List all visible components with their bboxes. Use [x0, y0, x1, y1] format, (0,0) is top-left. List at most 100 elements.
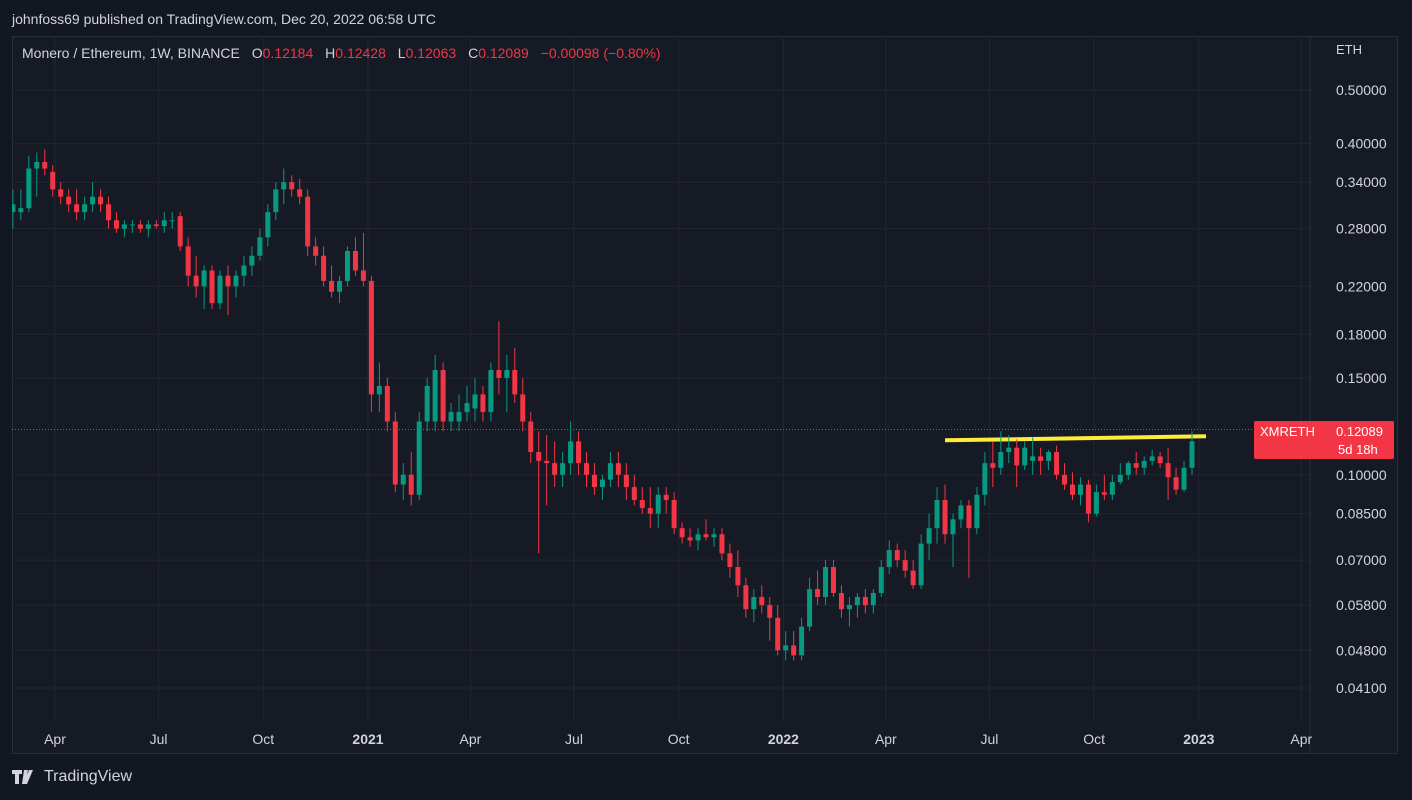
candle-body — [823, 567, 829, 597]
candle-body — [631, 487, 637, 501]
x-tick-label: Oct — [1083, 731, 1105, 747]
candle-body — [169, 220, 175, 222]
price-chart[interactable]: 0.04100 0.04800 0.05800 0.07000 0.08500 0.100… — [12, 36, 1398, 754]
candle — [480, 385, 486, 422]
candle-body — [942, 500, 948, 535]
candle — [153, 220, 159, 229]
y-tick-label: 0.08500 — [1336, 506, 1387, 522]
candle — [639, 487, 645, 514]
candle — [1189, 431, 1195, 475]
candle-body — [950, 519, 956, 535]
candle-body — [1133, 463, 1139, 468]
x-tick-label: Jul — [565, 731, 583, 747]
candle-body — [90, 196, 96, 205]
candle — [424, 377, 430, 432]
candle — [82, 196, 88, 221]
symbol-name[interactable]: Monero / Ethereum, 1W, BINANCE — [22, 45, 240, 61]
candle — [1125, 460, 1131, 480]
candle-body — [153, 224, 159, 227]
candle — [74, 189, 80, 221]
candle-body — [934, 500, 940, 529]
candle — [830, 560, 836, 597]
candle-body — [926, 528, 932, 544]
candle — [145, 220, 151, 238]
candle — [599, 474, 605, 501]
candle — [910, 560, 916, 590]
x-tick-label: Apr — [460, 731, 482, 747]
candle — [878, 560, 884, 597]
candle — [990, 441, 996, 488]
candle — [815, 570, 821, 606]
candle-body — [966, 505, 972, 529]
candle-body — [345, 250, 351, 281]
candle — [257, 228, 263, 261]
candle — [591, 463, 597, 495]
candle-body — [249, 255, 255, 266]
candle-body — [1069, 484, 1075, 495]
candle-body — [791, 645, 797, 656]
candle — [1077, 477, 1083, 506]
candle-body — [82, 204, 88, 213]
candle-body — [568, 441, 574, 464]
candle — [791, 631, 797, 661]
candle-body — [42, 161, 48, 169]
candle-body — [990, 463, 996, 468]
candle — [488, 362, 494, 422]
candle-body — [584, 463, 590, 475]
candle-body — [703, 534, 709, 538]
candle-body — [161, 220, 167, 227]
candle — [703, 519, 709, 541]
candle — [528, 412, 534, 464]
candle — [671, 492, 677, 535]
candle — [767, 596, 773, 641]
candle-body — [846, 605, 852, 610]
candle-body — [26, 168, 32, 209]
candle — [360, 232, 366, 287]
resistance-trendline — [944, 434, 1207, 443]
y-tick-label: 0.10000 — [1336, 467, 1387, 483]
candle — [392, 412, 398, 493]
price-axis[interactable]: 0.04100 0.04800 0.05800 0.07000 0.08500 0.100… — [1309, 36, 1387, 754]
candle-body — [376, 385, 382, 395]
candle-body — [321, 255, 327, 281]
candle — [679, 522, 685, 544]
open-label: O — [251, 45, 263, 61]
candle-body — [830, 567, 836, 594]
candle-body — [12, 204, 16, 213]
candle-body — [862, 596, 868, 606]
x-tick-label: 2022 — [768, 731, 799, 747]
candle-body — [711, 534, 717, 538]
candle — [735, 550, 741, 597]
candle-body — [671, 500, 677, 529]
candle — [456, 394, 462, 432]
time-axis[interactable]: Apr Jul Oct 2021 Apr Jul Oct 2022 Apr Jul Oct 2023 A… — [12, 719, 1398, 747]
candle-body — [496, 370, 502, 378]
candle-body — [34, 161, 40, 169]
candle-body — [400, 474, 406, 485]
candle — [655, 487, 661, 529]
y-tick-label: 0.15000 — [1336, 370, 1387, 386]
candle — [998, 431, 1004, 475]
candle — [12, 189, 16, 229]
candle-body — [1101, 492, 1107, 495]
candle — [560, 452, 566, 488]
change-value: −0.00098 (−0.80%) — [540, 45, 661, 61]
candle-body — [424, 385, 430, 422]
candle — [281, 168, 287, 205]
candle — [568, 421, 574, 475]
symbol-legend[interactable]: Monero / Ethereum, 1W, BINANCE O0.12184 … — [22, 45, 661, 61]
candle — [233, 270, 239, 298]
candle — [1101, 474, 1107, 501]
candle — [584, 452, 590, 488]
tradingview-logo[interactable]: TradingView — [12, 768, 132, 786]
candle — [799, 617, 805, 661]
candle — [950, 513, 956, 568]
candle-body — [1157, 456, 1163, 464]
candle-body — [74, 204, 80, 213]
x-tick-label: 2021 — [352, 731, 383, 747]
candle-body — [695, 534, 701, 541]
candle — [663, 487, 669, 514]
candle-body — [751, 596, 757, 610]
candle-body — [1141, 460, 1147, 468]
low-label: L — [397, 45, 406, 61]
